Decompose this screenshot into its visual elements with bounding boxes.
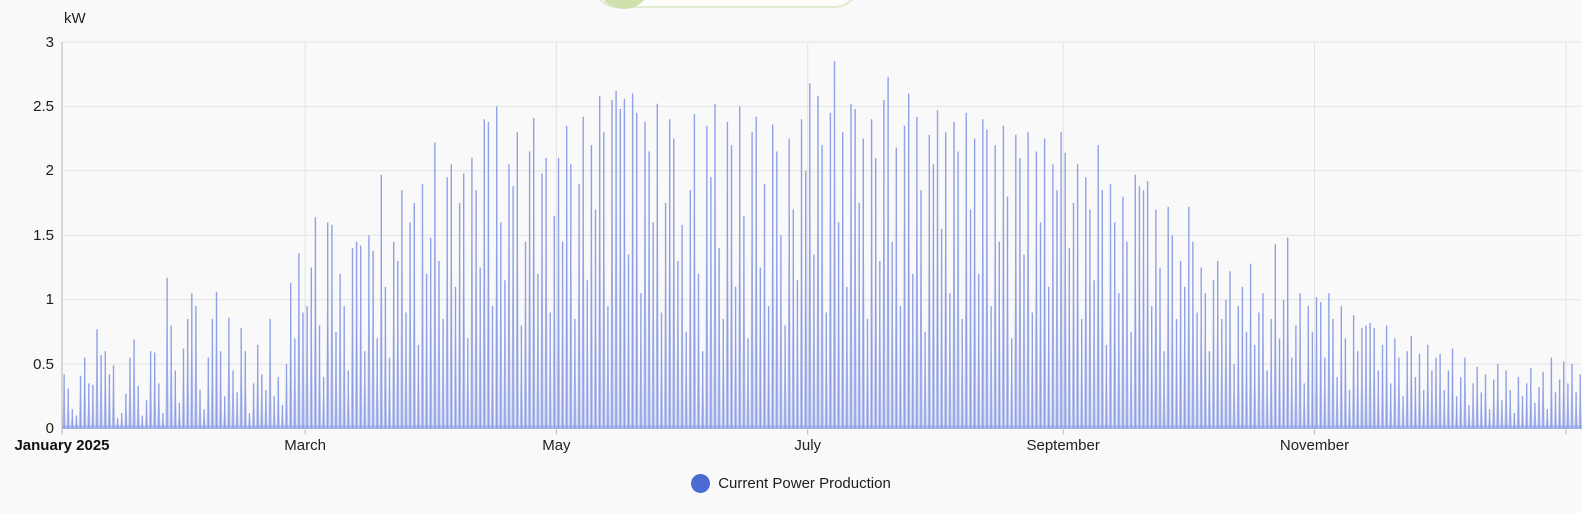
y-axis-tick-label: 1.5	[33, 226, 54, 244]
x-axis-tick-label: January 2025	[14, 437, 110, 454]
x-axis-tick-label: September	[1026, 437, 1100, 454]
y-axis-tick-label: 2	[45, 162, 54, 180]
x-axis-tick-label: November	[1279, 437, 1350, 454]
baseline-band	[62, 425, 1582, 429]
legend-series-dot-icon	[691, 473, 711, 493]
y-axis-tick-label: 0.5	[33, 355, 54, 373]
power-production-chart[interactable]	[0, 0, 1582, 455]
legend[interactable]: Current Power Production	[0, 468, 1582, 498]
y-axis-tick-label: 3	[45, 33, 54, 51]
y-axis-unit-label: kW	[64, 10, 86, 27]
x-axis-tick-label: May	[542, 437, 571, 454]
y-axis-tick-label: 2.5	[33, 97, 54, 115]
banner-status-dot-icon	[597, 0, 651, 9]
x-axis-tick-label: March	[284, 437, 326, 454]
legend-series-label: Current Power Production	[718, 474, 891, 492]
y-axis-tick-label: 1	[45, 291, 54, 309]
x-axis-tick-label: July	[794, 437, 822, 454]
y-axis-tick-label: 0	[45, 420, 54, 437]
